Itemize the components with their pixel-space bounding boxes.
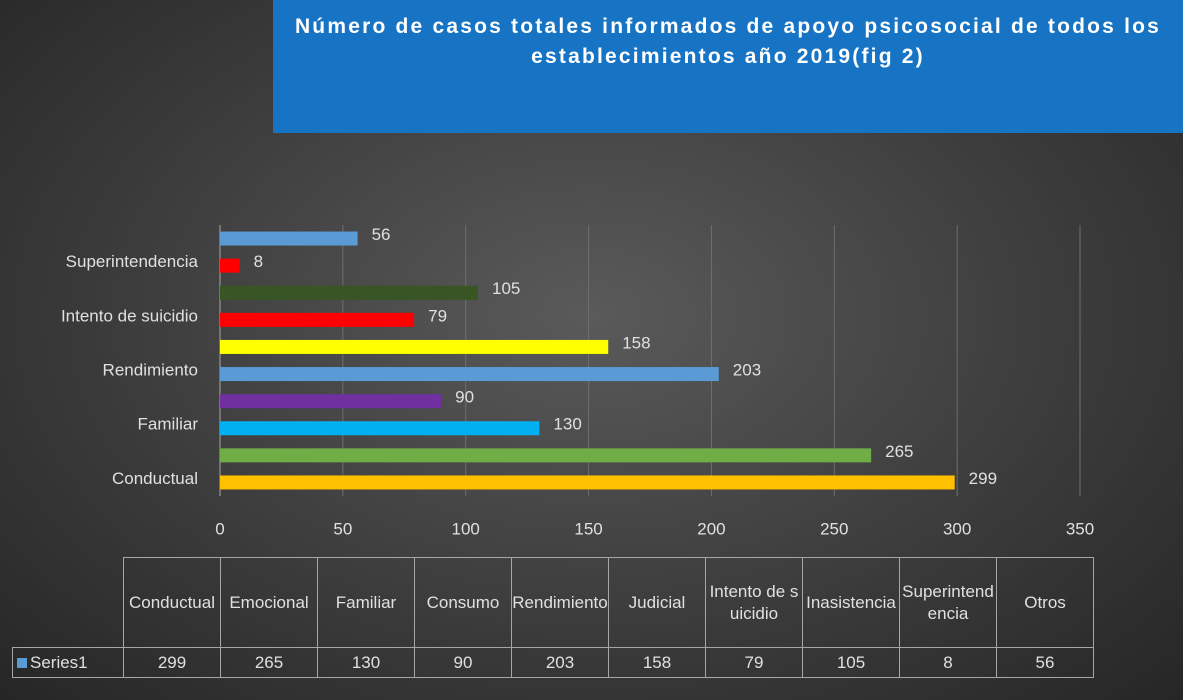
value-cell: 265 <box>220 647 318 678</box>
category-cell: Otros <box>996 557 1094 648</box>
data-label: 265 <box>885 442 913 461</box>
x-tick-label: 150 <box>574 519 602 538</box>
data-label: 8 <box>254 252 263 271</box>
bar <box>220 285 478 300</box>
legend-label: Series1 <box>30 652 88 672</box>
category-cell: Consumo <box>414 557 512 648</box>
bar <box>220 258 240 273</box>
data-label: 299 <box>969 469 997 488</box>
header-row: Conductual Emocional Familiar Consumo Rendim… <box>12 557 1094 648</box>
x-tick-label: 250 <box>820 519 848 538</box>
bar <box>220 394 442 409</box>
category-cell: Emocional <box>220 557 318 648</box>
bar <box>220 421 540 436</box>
chart-title: Número de casos totales informados de ap… <box>273 0 1183 133</box>
data-label: 105 <box>492 279 520 298</box>
category-cell: Judicial <box>608 557 706 648</box>
bar <box>220 367 719 382</box>
x-tick-label: 100 <box>452 519 480 538</box>
data-label: 79 <box>428 306 447 325</box>
value-cell: 299 <box>123 647 221 678</box>
series-cell: Series1 <box>12 647 124 678</box>
blank-cell <box>12 557 124 648</box>
x-tick-label: 200 <box>697 519 725 538</box>
bar <box>220 448 872 463</box>
data-label: 130 <box>553 415 581 434</box>
bar <box>220 339 609 354</box>
category-cell: Rendimiento <box>511 557 609 648</box>
value-cell: 90 <box>414 647 512 678</box>
y-tick-label: Conductual <box>112 469 198 488</box>
x-tick-label: 350 <box>1066 519 1094 538</box>
category-cell: Familiar <box>317 557 415 648</box>
value-cell: 79 <box>705 647 803 678</box>
bar <box>220 231 358 246</box>
data-label: 90 <box>455 388 474 407</box>
legend-swatch <box>17 657 27 668</box>
y-tick-label: Rendimiento <box>103 361 198 380</box>
bar <box>220 475 955 490</box>
x-tick-label: 0 <box>215 519 224 538</box>
category-cell: Inasistencia <box>802 557 900 648</box>
category-cell: Intento de suicidio <box>705 557 803 648</box>
y-tick-label: Familiar <box>138 415 199 434</box>
value-cell: 56 <box>996 647 1094 678</box>
value-cell: 158 <box>608 647 706 678</box>
series-row: Series1 299 265 130 90 203 158 79 105 8 56 <box>12 647 1094 678</box>
data-label: 158 <box>622 333 650 352</box>
data-label: 203 <box>733 361 761 380</box>
value-cell: 105 <box>802 647 900 678</box>
bar <box>220 312 415 327</box>
y-tick-label: Intento de suicidio <box>61 306 198 325</box>
data-label: 56 <box>372 225 391 244</box>
category-cell: Superintendencia <box>899 557 997 648</box>
value-cell: 8 <box>899 647 997 678</box>
value-cell: 203 <box>511 647 609 678</box>
category-cell: Conductual <box>123 557 221 648</box>
value-cell: 130 <box>317 647 415 678</box>
data-table: Conductual Emocional Familiar Consumo Rendim… <box>12 557 1094 678</box>
x-tick-label: 50 <box>333 519 352 538</box>
x-tick-label: 300 <box>943 519 971 538</box>
y-tick-label: Superintendencia <box>66 252 199 271</box>
